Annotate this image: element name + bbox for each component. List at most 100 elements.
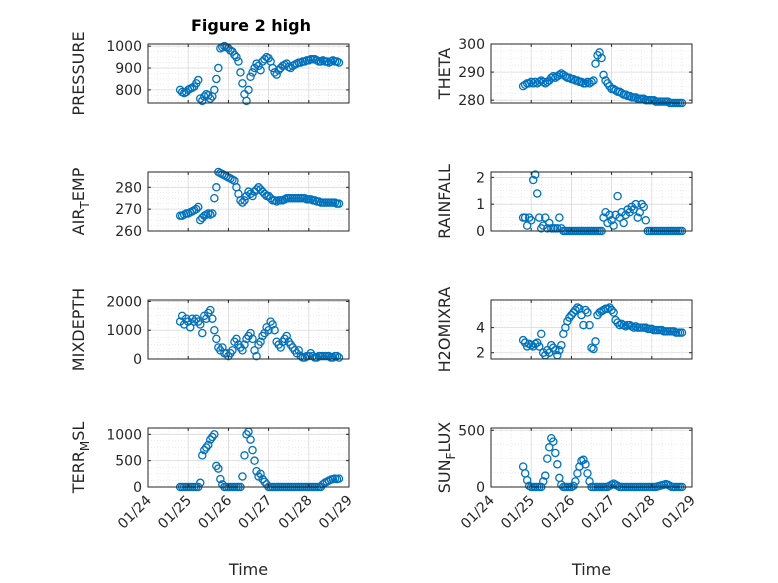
data-point xyxy=(238,79,247,88)
subplot-rainfall: 0 1 2 RAINFALL xyxy=(435,164,693,240)
data-point xyxy=(296,351,306,361)
figure-title: Figure 2 high xyxy=(191,16,311,35)
data-point xyxy=(581,305,590,315)
data-point xyxy=(240,196,249,205)
data-point xyxy=(526,216,536,225)
y-tick-label: 2 xyxy=(476,170,485,186)
y-tick-label: 280 xyxy=(458,93,485,109)
data-point xyxy=(260,189,269,199)
data-point xyxy=(264,325,273,335)
x-tick-label: 01/26 xyxy=(538,492,578,532)
data-point xyxy=(202,314,211,323)
data-point xyxy=(230,50,239,60)
data-point xyxy=(260,477,269,486)
axes-box xyxy=(147,171,350,232)
data-point xyxy=(248,68,257,77)
data-point xyxy=(669,327,679,336)
data-point xyxy=(218,343,227,352)
y-tick-label: 300 xyxy=(458,37,485,53)
subplot-terr_msl: 0 500 1000 TERRMSL 01/24 01/25 01/26 01/27 01/28… xyxy=(69,422,356,579)
data-point xyxy=(252,351,261,361)
data-point xyxy=(244,85,253,95)
data-point xyxy=(324,351,334,361)
data-point xyxy=(196,320,205,329)
data-point xyxy=(579,320,588,330)
data-point xyxy=(246,189,255,199)
data-point xyxy=(565,313,574,322)
data-point xyxy=(587,77,596,87)
data-point xyxy=(193,75,203,85)
data-point xyxy=(603,304,612,314)
data-point xyxy=(198,451,207,460)
data-point xyxy=(534,77,544,87)
data-point xyxy=(200,445,209,455)
data-point xyxy=(272,70,281,79)
data-point xyxy=(597,53,606,63)
axes-box xyxy=(490,171,693,232)
data-point xyxy=(524,79,534,88)
data-point xyxy=(613,191,622,201)
data-point xyxy=(553,460,562,469)
data-point xyxy=(609,221,618,230)
data-point xyxy=(228,346,237,355)
y-tick-label: 1000 xyxy=(106,427,142,443)
data-point xyxy=(551,448,560,458)
data-point xyxy=(238,198,247,207)
data-point xyxy=(214,464,223,473)
data-point xyxy=(216,474,225,484)
x-axis-label: Time xyxy=(228,560,268,579)
x-tick-label: 01/25 xyxy=(498,493,538,533)
data-point xyxy=(236,196,245,205)
data-point xyxy=(210,325,219,335)
data-point xyxy=(639,94,649,104)
y-tick-label: 0 xyxy=(133,352,142,368)
y-tick-label: 0 xyxy=(133,480,142,496)
data-point xyxy=(555,213,564,222)
data-point xyxy=(577,77,586,87)
data-point xyxy=(579,455,588,465)
data-point xyxy=(528,175,538,185)
data-point xyxy=(270,325,279,335)
axes-box xyxy=(147,427,350,488)
data-point xyxy=(569,308,578,317)
y-tick-label: 800 xyxy=(115,83,142,99)
data-point xyxy=(240,451,249,460)
data-point xyxy=(328,353,338,362)
data-point xyxy=(589,344,598,354)
data-point xyxy=(605,303,614,312)
data-point xyxy=(539,477,548,486)
data-point xyxy=(583,469,592,478)
data-point xyxy=(294,346,303,355)
y-tick-label: 1000 xyxy=(106,323,142,339)
x-tick-label: 01/26 xyxy=(195,492,235,532)
data-point xyxy=(583,77,592,87)
data-point xyxy=(185,323,195,332)
data-point xyxy=(198,328,207,338)
data-point xyxy=(196,94,205,103)
y-tick-label: 0 xyxy=(476,224,485,240)
data-point xyxy=(609,308,618,317)
subplot-h2omixra: 2 4 H2OMIXRA xyxy=(435,287,693,372)
data-point xyxy=(212,461,221,471)
data-point xyxy=(591,337,600,346)
x-tick-label: 01/27 xyxy=(236,493,276,533)
y-tick-label: 280 xyxy=(115,180,142,196)
y-tick-label: 500 xyxy=(115,454,142,470)
data-point xyxy=(549,72,558,81)
data-point xyxy=(206,94,215,103)
data-point xyxy=(589,76,598,85)
data-point xyxy=(206,305,215,315)
subplot-pressure: 800 900 1000 PRESSURE xyxy=(69,31,350,116)
data-point xyxy=(258,474,267,484)
x-tick-label: 01/28 xyxy=(619,493,659,533)
data-point xyxy=(633,213,642,222)
y-tick-label: 0 xyxy=(476,480,485,496)
axes-box xyxy=(490,43,693,104)
y-axis-label: PRESSURE xyxy=(69,31,88,115)
plot-area xyxy=(491,44,692,103)
x-tick-label: 01/25 xyxy=(155,493,195,533)
data-point xyxy=(282,331,291,341)
data-point xyxy=(631,322,640,331)
data-point xyxy=(625,91,634,101)
